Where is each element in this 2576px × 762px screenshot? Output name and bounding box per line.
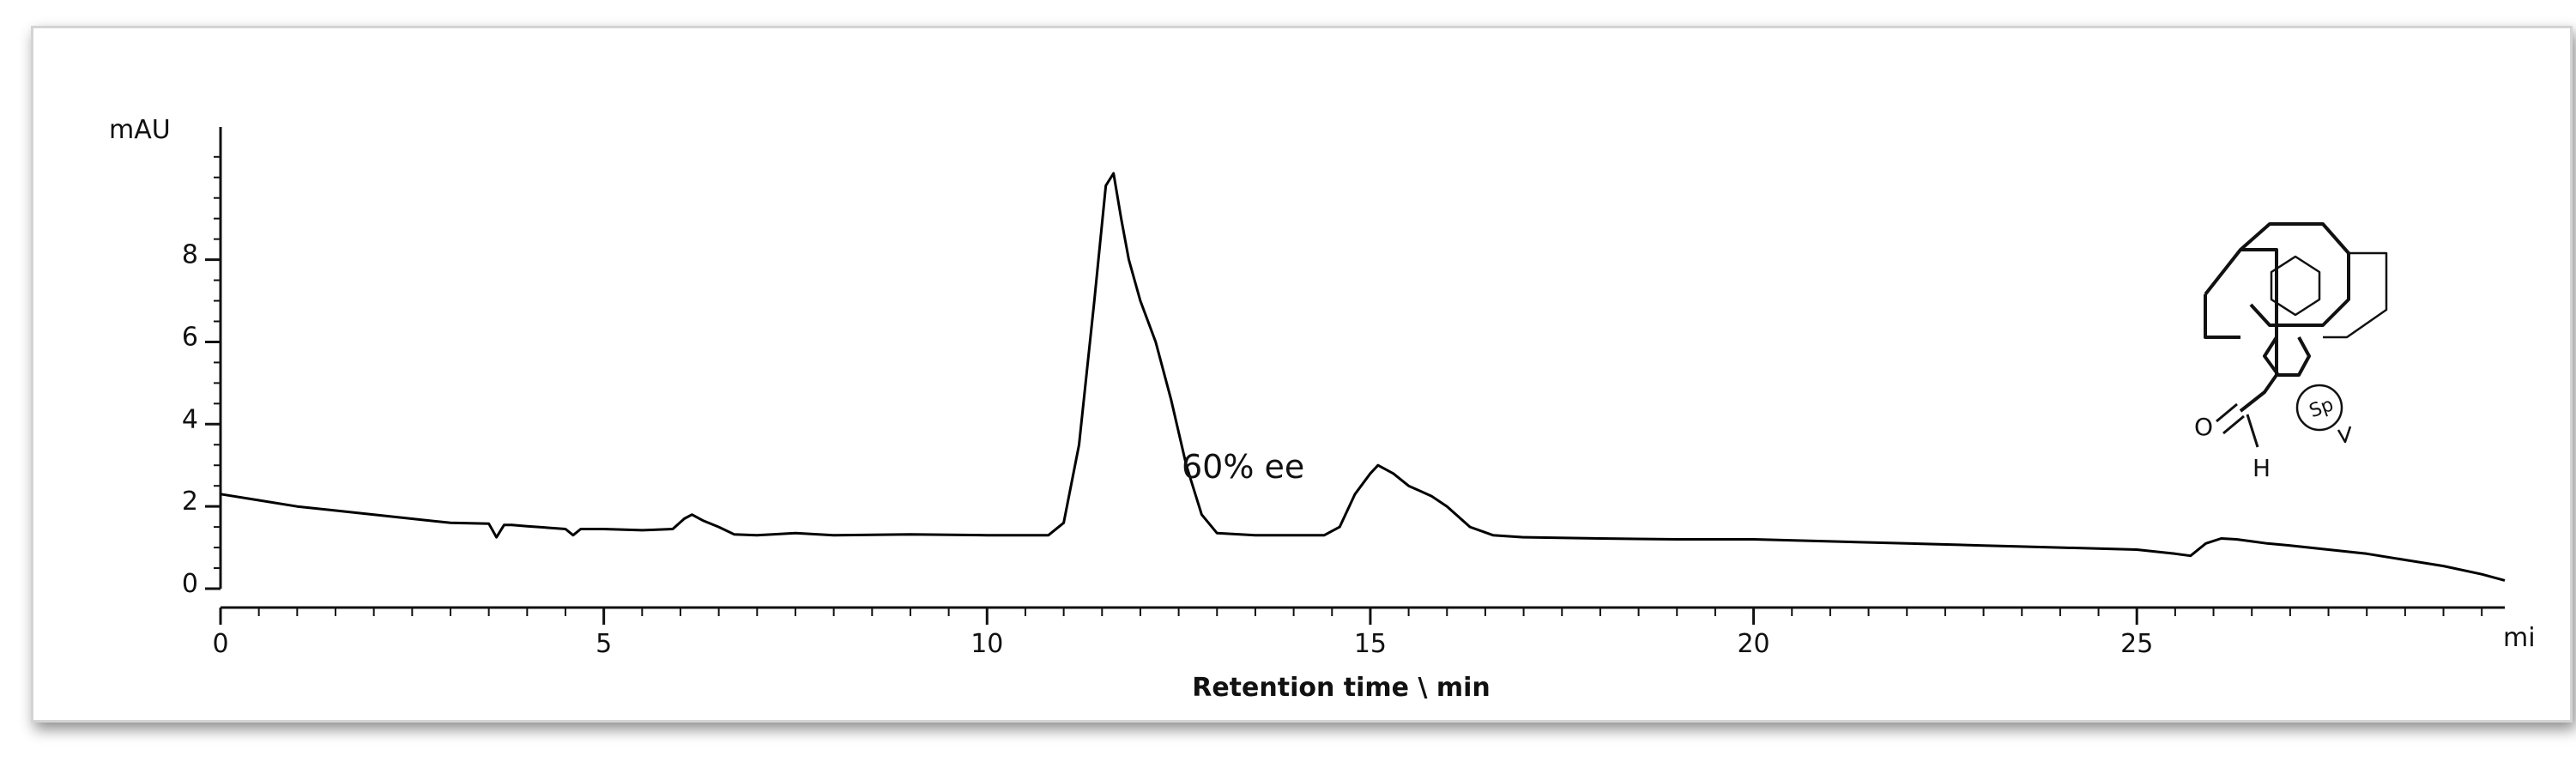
chromatogram-chart: 0 5 10 15 20 25 0 2 4 6 8 mAU mi Retention time \ … bbox=[109, 115, 2536, 703]
y-tick-label: 0 bbox=[182, 569, 198, 599]
x-axis-label: Retention time \ min bbox=[1192, 673, 1491, 703]
y-major-ticks bbox=[205, 258, 221, 590]
chromatogram-trace bbox=[220, 172, 2506, 582]
chart-frame: 0 5 10 15 20 25 0 2 4 6 8 mAU mi Retention time \ … bbox=[31, 26, 2573, 723]
x-tick-label: 15 bbox=[1354, 629, 1387, 659]
axes bbox=[205, 127, 2505, 625]
y-tick-label: 4 bbox=[182, 404, 198, 434]
atom-oxygen-label: O bbox=[2194, 413, 2213, 441]
y-tick-label: 6 bbox=[182, 322, 198, 352]
y-tick-label: 2 bbox=[182, 487, 198, 517]
y-tick-label: 8 bbox=[182, 240, 198, 270]
atom-hydrogen-label: H bbox=[2252, 454, 2271, 482]
chirality-label: Sp bbox=[2307, 394, 2337, 422]
tick-labels: 0 5 10 15 20 25 0 2 4 6 8 bbox=[182, 240, 2153, 659]
x-tick-label: 25 bbox=[2120, 629, 2153, 659]
y-axis-label: mAU bbox=[109, 115, 171, 145]
ee-annotation: 60% ee bbox=[1182, 448, 1304, 486]
x-tick-label: 5 bbox=[596, 629, 612, 659]
molecule-structure: O H Sp bbox=[2194, 222, 2388, 482]
x-major-ticks bbox=[219, 608, 2138, 625]
x-tick-label: 20 bbox=[1737, 629, 1769, 659]
x-tick-label: 10 bbox=[971, 629, 1003, 659]
x-tick-label: 0 bbox=[212, 629, 228, 659]
x-axis-unit-label: mi bbox=[2503, 623, 2536, 653]
